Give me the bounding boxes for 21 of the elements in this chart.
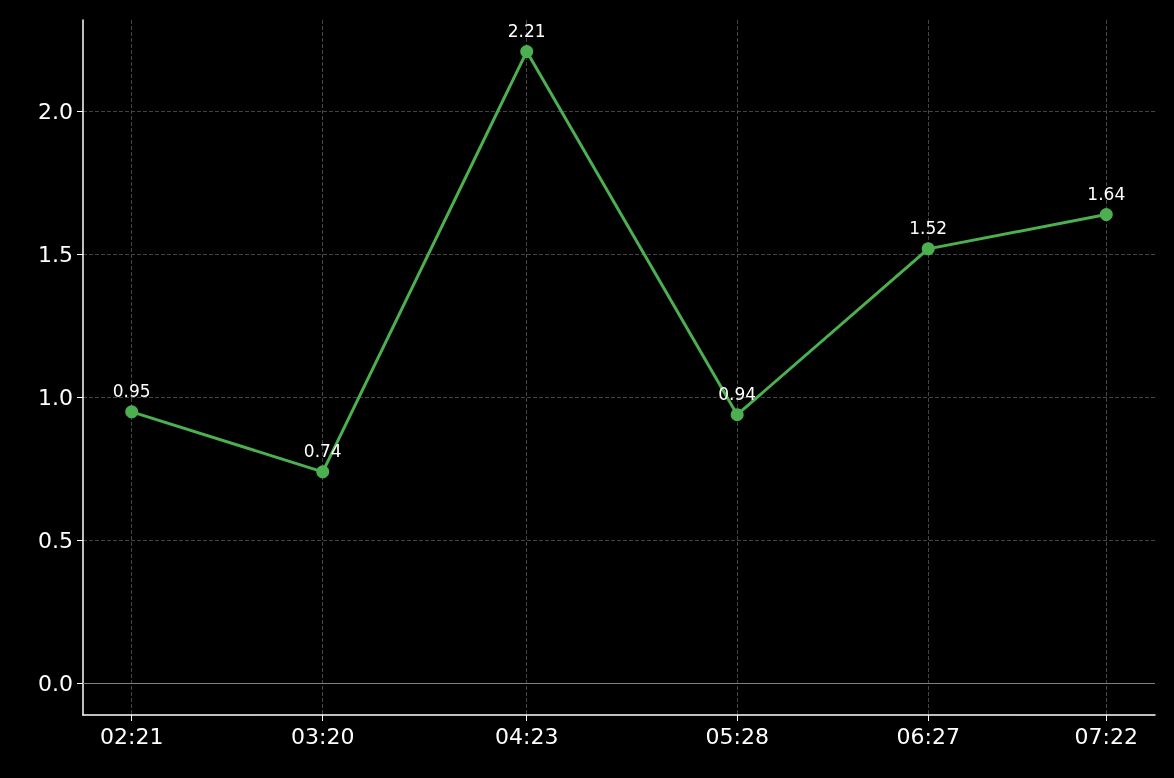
y-tick-label: 0.5 [38,527,73,553]
point [125,405,139,419]
y-tick-label: 0.0 [38,670,73,696]
data-label: 0.95 [112,380,151,401]
x-tick-label: 03:20 [291,723,355,749]
point [1099,208,1113,222]
point [921,242,935,256]
data-label: 1.52 [909,217,948,238]
x-tick-label: 05:28 [705,723,769,749]
y-tick-label: 2.0 [38,99,73,125]
y-tick-label: 1.5 [38,242,73,268]
x-tick-label: 04:23 [495,723,559,749]
data-label: 1.64 [1087,183,1126,204]
data-label: 2.21 [507,20,546,41]
x-tick-label: 06:27 [896,723,960,749]
point [520,45,534,59]
point [730,408,744,422]
point [316,465,330,479]
x-tick-label: 07:22 [1074,723,1138,749]
y-tick-label: 1.0 [38,385,73,411]
x-tick-label: 02:21 [100,723,164,749]
